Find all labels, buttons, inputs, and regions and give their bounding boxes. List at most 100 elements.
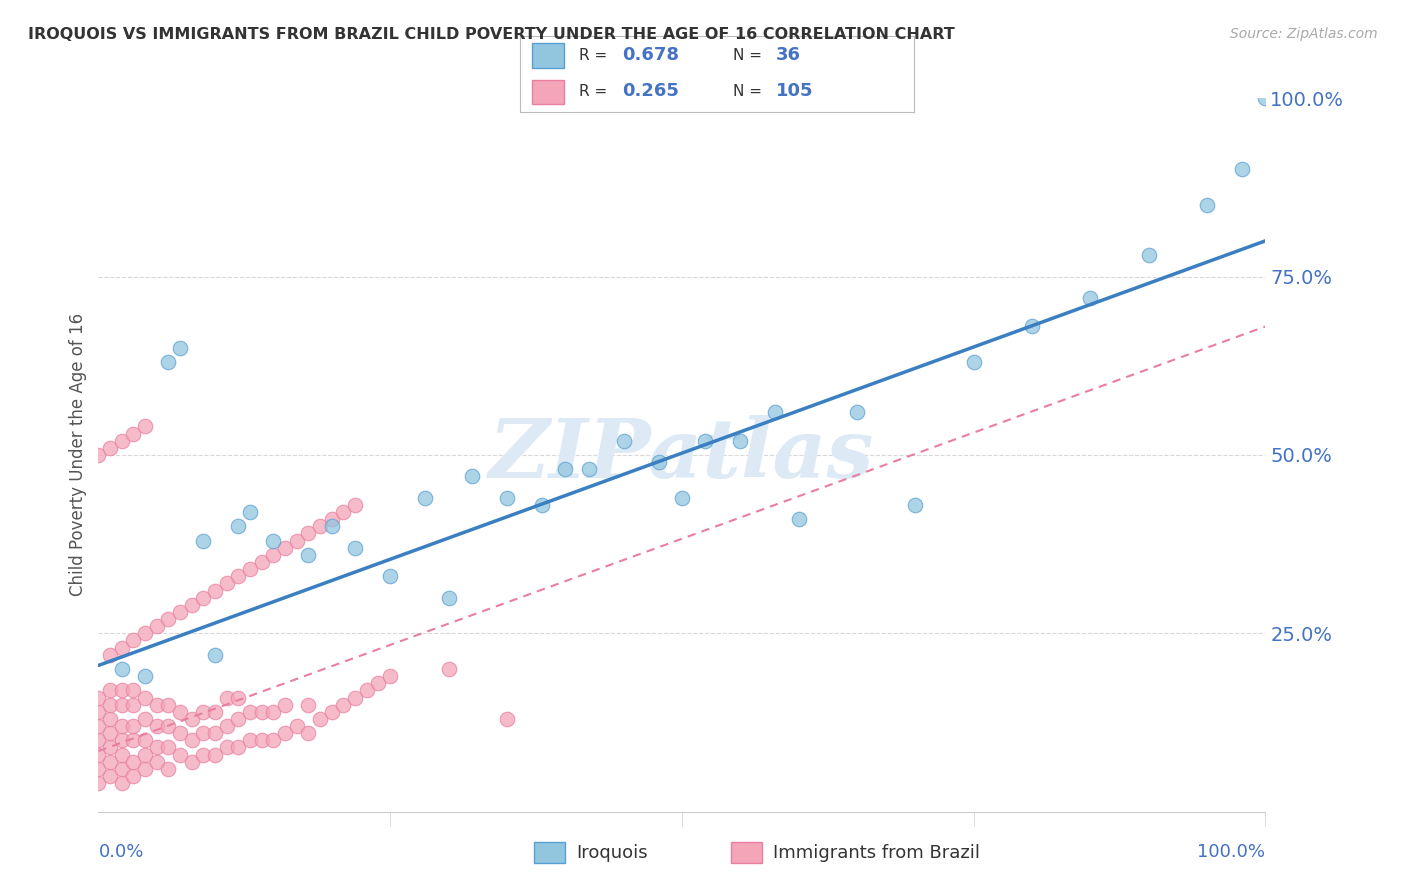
Text: 36: 36 [776,46,801,64]
Point [193,747,215,762]
Point [612,434,634,448]
Point [239,505,262,519]
Point [250,733,273,747]
Point [1254,91,1277,105]
Text: 100.0%: 100.0% [1198,843,1265,861]
Point [98,726,121,740]
Point [180,755,202,769]
Text: Immigrants from Brazil: Immigrants from Brazil [773,844,980,862]
Point [578,462,600,476]
Point [111,747,134,762]
Point [169,341,191,355]
Point [262,533,284,548]
Point [122,733,145,747]
Point [262,548,284,562]
Point [356,683,378,698]
Point [134,419,156,434]
Point [169,747,191,762]
Point [1230,162,1253,177]
Point [904,498,927,512]
Point [215,719,238,733]
Point [250,705,273,719]
Point [332,505,354,519]
Point [297,526,319,541]
Point [98,648,121,662]
Point [262,705,284,719]
Point [262,733,284,747]
Point [180,733,202,747]
Point [495,712,517,726]
Text: Source: ZipAtlas.com: Source: ZipAtlas.com [1230,27,1378,41]
Point [157,698,180,712]
Point [122,698,145,712]
Point [134,733,156,747]
Point [204,726,226,740]
Point [285,719,308,733]
Point [87,448,110,462]
Point [180,598,202,612]
Point [228,740,250,755]
Point [554,462,576,476]
Point [134,747,156,762]
Point [111,683,134,698]
Point [274,541,297,555]
Point [228,690,250,705]
Point [239,705,262,719]
Point [204,648,226,662]
Point [274,698,297,712]
Point [146,740,169,755]
Point [193,591,215,605]
Point [146,719,169,733]
Point [193,533,215,548]
Point [111,776,134,790]
Point [193,705,215,719]
Point [193,726,215,740]
Point [111,434,134,448]
Point [111,662,134,676]
Point [695,434,717,448]
Point [169,726,191,740]
Point [1137,248,1160,262]
Point [309,519,332,533]
Point [111,719,134,733]
Point [437,662,460,676]
Point [763,405,786,419]
Point [111,640,134,655]
Point [1021,319,1043,334]
Point [122,755,145,769]
Text: ZIPatlas: ZIPatlas [489,415,875,495]
Point [204,583,226,598]
FancyBboxPatch shape [531,79,564,104]
Point [647,455,669,469]
Point [309,712,332,726]
Point [215,576,238,591]
Point [134,712,156,726]
Point [228,519,250,533]
Point [98,441,121,455]
Point [87,776,110,790]
Point [332,698,354,712]
Text: N =: N = [733,47,766,62]
Point [671,491,693,505]
Point [87,690,110,705]
Point [180,712,202,726]
Point [297,726,319,740]
Point [87,705,110,719]
Point [157,355,180,369]
Point [321,519,343,533]
Text: N =: N = [733,84,766,99]
Point [98,755,121,769]
Point [239,562,262,576]
Point [787,512,810,526]
Text: R =: R = [579,84,613,99]
Point [413,491,436,505]
Point [378,669,402,683]
Point [239,733,262,747]
Point [134,669,156,683]
Point [285,533,308,548]
Point [157,612,180,626]
Point [111,733,134,747]
Point [1080,291,1102,305]
Point [134,690,156,705]
Point [157,719,180,733]
